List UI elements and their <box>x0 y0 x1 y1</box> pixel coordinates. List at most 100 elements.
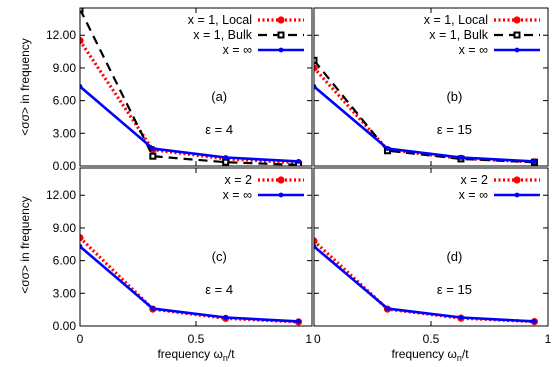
data-point <box>150 306 156 311</box>
legend-label: x = ∞ <box>223 188 252 202</box>
series-line <box>80 245 299 323</box>
series-group <box>80 8 303 166</box>
data-point <box>314 244 317 249</box>
x-tick-label: 1 <box>305 332 312 346</box>
x-tick-label: 0 <box>314 332 321 346</box>
x-tick-label: 0 <box>77 332 84 346</box>
y-tick-label: 12.00 <box>46 28 76 42</box>
legend-marker-inner <box>515 33 519 37</box>
x-axis-label-right: frequency ωn/t <box>391 347 469 363</box>
data-point <box>150 146 156 151</box>
y-tick-label: 3.00 <box>53 286 77 300</box>
series-line <box>80 236 299 324</box>
panel-label: (b) <box>446 89 462 104</box>
legend-label: x = 1, Bulk <box>429 28 488 42</box>
y-tick-label: 9.00 <box>53 61 77 75</box>
panel-label: (c) <box>212 249 227 264</box>
legend: x = 2x = ∞ <box>223 173 304 202</box>
plot-frame <box>79 7 313 167</box>
x-tick-label: 0.5 <box>188 332 205 346</box>
data-point <box>314 84 317 89</box>
data-point <box>532 159 537 164</box>
y-tick-label: 3.00 <box>53 126 77 140</box>
data-point-inner <box>314 58 316 62</box>
y-tick-label: 0.00 <box>53 319 77 333</box>
y-axis-label-top: <σσ> in frequency <box>18 38 32 136</box>
legend-marker <box>277 176 285 184</box>
data-point <box>80 234 84 242</box>
data-point-inner <box>80 8 82 11</box>
series-group <box>314 56 539 166</box>
data-point <box>385 146 390 151</box>
series-line <box>314 59 535 164</box>
data-point <box>80 8 84 13</box>
legend-marker <box>513 176 521 184</box>
data-point <box>458 315 464 320</box>
y-tick-label: 6.00 <box>53 94 77 108</box>
series-line <box>314 239 535 324</box>
data-point-inner <box>297 163 301 166</box>
data-point <box>80 244 83 249</box>
legend-marker-inner <box>279 33 283 37</box>
data-point <box>314 237 318 245</box>
series-line <box>80 8 299 166</box>
series-line <box>314 245 535 323</box>
y-axis-label-bottom: <σσ> in frequency <box>18 196 32 294</box>
series-line <box>80 39 299 165</box>
data-point <box>80 84 83 89</box>
legend-label: x = 2 <box>461 173 488 187</box>
legend-label: x = ∞ <box>223 43 252 57</box>
plot-frame <box>313 7 549 167</box>
legend-label: x = 1, Local <box>188 13 252 27</box>
data-point <box>458 155 464 160</box>
x-tick-label: 1 <box>545 332 552 346</box>
series-line <box>314 85 535 163</box>
legend-marker <box>277 16 285 24</box>
y-tick-label: 12.00 <box>46 188 76 202</box>
legend-label: x = 1, Local <box>424 13 488 27</box>
legend-marker <box>278 47 284 53</box>
epsilon-label: ε = 15 <box>437 282 472 297</box>
legend-label: x = ∞ <box>459 188 488 202</box>
legend: x = 2x = ∞ <box>459 173 540 202</box>
epsilon-label: ε = 4 <box>205 122 233 137</box>
data-point <box>223 155 229 160</box>
data-point <box>296 319 301 324</box>
plot-frame <box>79 167 313 327</box>
data-point <box>80 37 84 45</box>
data-point <box>385 306 390 311</box>
panel-c: 0.00 3.00 6.00 9.00 12.00 0 0.5 1 x = 2x = ∞ (c) ε… <box>46 167 313 346</box>
series-line <box>80 85 299 163</box>
legend-marker <box>513 16 521 24</box>
legend-marker <box>514 192 520 198</box>
y-tick-label: 0.00 <box>53 159 77 173</box>
data-point-inner <box>151 154 155 158</box>
epsilon-label: ε = 4 <box>205 282 233 297</box>
legend-label: x = 2 <box>225 173 252 187</box>
panel-label: (d) <box>446 249 462 264</box>
panel-label: (a) <box>211 89 227 104</box>
y-tick-label: 6.00 <box>53 254 77 268</box>
data-point <box>314 56 318 64</box>
data-point <box>223 315 229 320</box>
data-point-inner <box>224 160 228 164</box>
legend-label: x = 1, Bulk <box>193 28 252 42</box>
data-point <box>314 64 318 72</box>
x-axis-label-left: frequency ωn/t <box>157 347 235 363</box>
legend-label: x = ∞ <box>459 43 488 57</box>
legend-marker <box>514 47 520 53</box>
x-tick-label: 0.5 <box>423 332 440 346</box>
panel-d: 0 0.5 1 x = 2x = ∞ (d) ε = 15 <box>313 167 552 346</box>
data-point <box>296 159 301 164</box>
series-group <box>80 234 303 326</box>
series-group <box>314 237 539 326</box>
plot-frame <box>313 167 549 327</box>
epsilon-label: ε = 15 <box>437 122 472 137</box>
legend-marker <box>278 192 284 198</box>
